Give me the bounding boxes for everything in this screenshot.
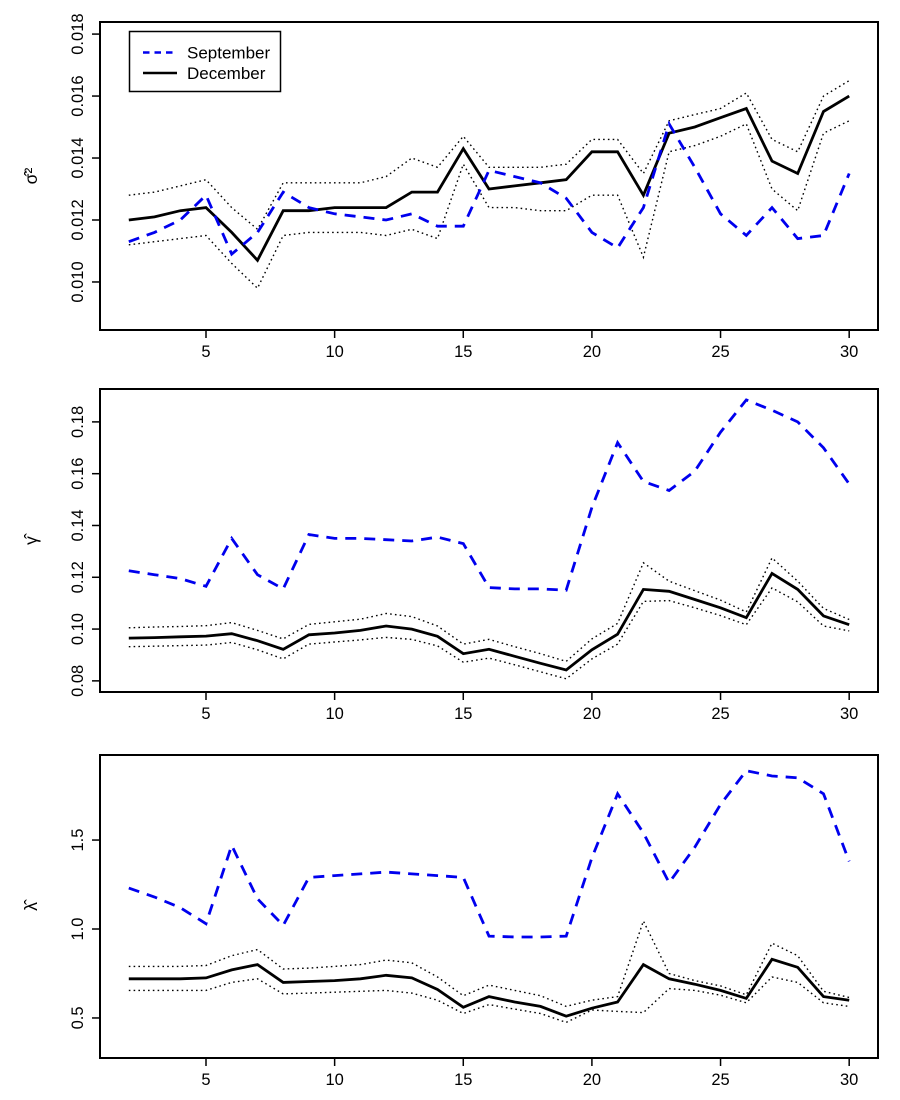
x-tick-label: 15 — [454, 343, 472, 361]
series-ci-upper-line — [128, 556, 850, 663]
x-tick-label: 25 — [711, 1071, 729, 1089]
plot-box — [99, 388, 879, 693]
x-tick-label: 15 — [454, 705, 472, 723]
y-tick-label: 1.0 — [69, 918, 87, 941]
x-tick-label: 30 — [840, 705, 858, 723]
x-tick-label: 5 — [201, 705, 210, 723]
x-tick-label: 25 — [711, 343, 729, 361]
y-tick-label: 0.14 — [69, 509, 87, 541]
y-tick-label: 0.016 — [69, 75, 87, 116]
series-september-line — [128, 120, 851, 257]
x-tick-label: 20 — [583, 343, 601, 361]
y-tick-label: 0.012 — [69, 199, 87, 240]
y-axis-title: γ̂ — [21, 533, 41, 545]
x-tick-label: 30 — [840, 1071, 858, 1089]
panel-1: 5 10 15 20 25 30 0.08 0.10 0.12 0.14 0.16 0.18 γ̂ — [21, 388, 879, 723]
series-ci-lower-line — [128, 976, 850, 1024]
y-tick-label: 0.5 — [69, 1006, 87, 1029]
y-tick-label: 0.08 — [69, 665, 87, 697]
series-september-line — [128, 398, 851, 592]
series-ci-lower-line — [128, 120, 850, 290]
series-december-line — [128, 94, 850, 263]
y-tick-label: 0.018 — [69, 13, 87, 54]
y-tick-label: 0.010 — [69, 261, 87, 302]
x-tick-label: 5 — [201, 1071, 210, 1089]
panel-0: 5 10 15 20 25 30 0.010 0.012 0.014 0.016 0.018 σ̂² S… — [21, 13, 879, 361]
legend-september-label: September — [187, 44, 270, 63]
series-ci-lower-line — [128, 586, 850, 680]
series-december-line — [128, 957, 850, 1018]
x-tick-label: 20 — [583, 705, 601, 723]
panel-2: 5 10 15 20 25 30 0.5 1.0 1.5 λ̂ — [21, 754, 879, 1089]
y-tick-label: 0.12 — [69, 561, 87, 593]
y-axis-title: σ̂² — [21, 168, 41, 185]
x-tick-label: 20 — [583, 1071, 601, 1089]
y-tick-label: 0.014 — [69, 137, 87, 178]
y-tick-label: 0.10 — [69, 613, 87, 645]
y-tick-label: 0.18 — [69, 406, 87, 438]
y-tick-label: 1.5 — [69, 829, 87, 852]
y-tick-label: 0.16 — [69, 458, 87, 490]
series-ci-upper-line — [128, 80, 850, 231]
legend-box — [128, 30, 282, 93]
series-december-line — [128, 571, 850, 672]
x-tick-label: 10 — [325, 1071, 343, 1089]
x-tick-label: 15 — [454, 1071, 472, 1089]
plot-box — [99, 754, 879, 1059]
legend-december-label: December — [187, 64, 266, 83]
y-axis-title: λ̂ — [21, 899, 41, 911]
x-tick-label: 10 — [325, 705, 343, 723]
series-september-line — [128, 769, 851, 939]
x-tick-label: 5 — [201, 343, 210, 361]
x-tick-label: 30 — [840, 343, 858, 361]
x-tick-label: 25 — [711, 705, 729, 723]
x-tick-label: 10 — [325, 343, 343, 361]
